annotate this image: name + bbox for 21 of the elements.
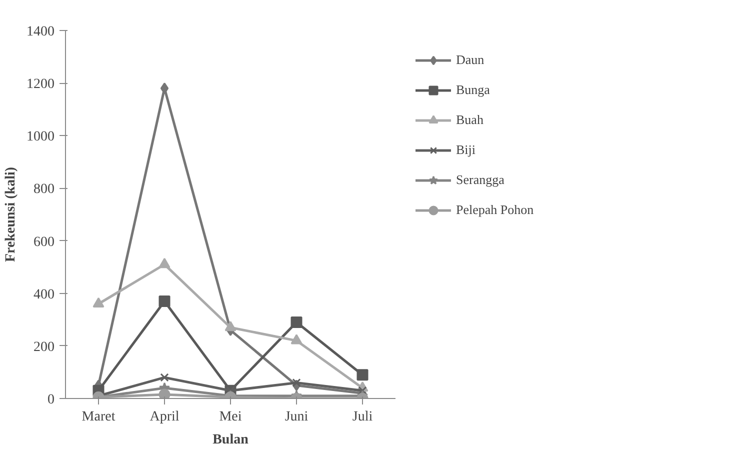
legend-label: Daun — [456, 52, 484, 68]
x-tick-label: April — [150, 410, 180, 424]
y-tick-label: 200 — [34, 340, 54, 355]
x-tick-label: Mei — [219, 410, 242, 424]
y-tick-label: 1400 — [26, 24, 54, 40]
legend-label: Bunga — [456, 82, 490, 98]
legend-label: Pelepah Pohon — [456, 202, 534, 218]
legend-label: Serangga — [456, 172, 504, 188]
y-tick-label: 1000 — [26, 130, 54, 145]
legend-label: Biji — [456, 142, 476, 158]
y-tick-label: 800 — [34, 182, 54, 198]
y-tick-label: 400 — [34, 287, 54, 302]
x-tick-label: Maret — [82, 410, 116, 424]
x-axis-title: Bulan — [212, 432, 249, 448]
x-tick-label: Juli — [352, 410, 373, 424]
y-tick-label: 600 — [34, 234, 54, 250]
y-tick-label: 0 — [48, 392, 54, 408]
y-tick-label: 1200 — [26, 77, 54, 92]
x-tick-label: Juni — [284, 410, 308, 424]
y-axis-title: Frekeunsi (kali) — [4, 166, 18, 262]
legend-label: Buah — [456, 112, 484, 128]
